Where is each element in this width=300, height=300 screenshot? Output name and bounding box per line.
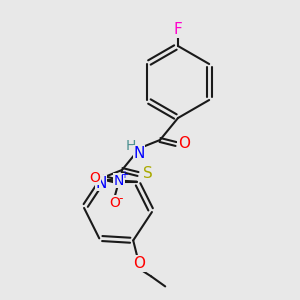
Text: H: H	[88, 169, 98, 183]
Text: N: N	[95, 176, 107, 190]
Text: O: O	[89, 171, 100, 184]
Text: -: -	[118, 192, 123, 205]
Text: O: O	[178, 136, 190, 152]
Text: S: S	[143, 167, 153, 182]
Text: N: N	[113, 174, 124, 188]
Text: +: +	[120, 169, 128, 180]
Text: O: O	[109, 196, 120, 210]
Text: H: H	[126, 139, 136, 153]
Text: O: O	[133, 256, 145, 271]
Text: F: F	[174, 22, 182, 38]
Text: N: N	[133, 146, 145, 160]
